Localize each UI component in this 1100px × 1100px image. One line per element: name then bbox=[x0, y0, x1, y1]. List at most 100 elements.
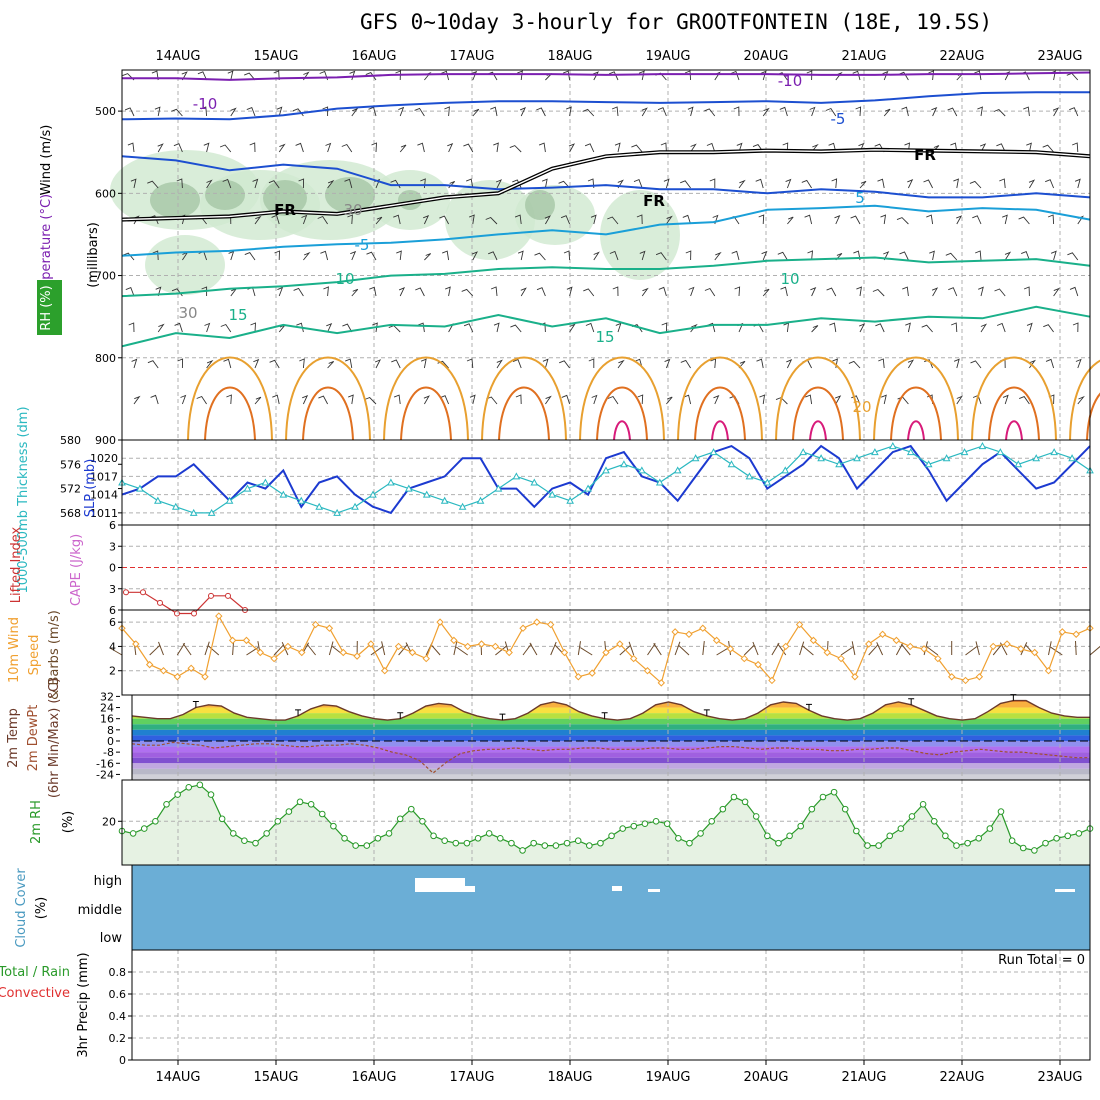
temperature-contour bbox=[121, 155, 1091, 199]
wind10m-point bbox=[353, 652, 361, 660]
thickness-point bbox=[1050, 448, 1058, 456]
lifted-index-point bbox=[157, 599, 163, 606]
wind-barb bbox=[928, 70, 935, 81]
wind-barb bbox=[147, 180, 159, 189]
y-tick-label: 800 bbox=[95, 352, 116, 365]
wind-barb bbox=[706, 142, 716, 153]
wind-barb bbox=[249, 142, 256, 153]
wind-barb bbox=[131, 358, 138, 369]
wind-barb bbox=[206, 179, 213, 189]
wind-barb bbox=[1069, 107, 1079, 117]
thickness-point bbox=[207, 508, 216, 516]
surface-wind-barb bbox=[232, 640, 235, 656]
rh2m-point bbox=[241, 837, 248, 845]
wind10m-point bbox=[464, 642, 472, 651]
rh2m-point bbox=[908, 813, 916, 820]
wind-barb bbox=[683, 394, 692, 405]
thickness-point bbox=[1032, 454, 1041, 462]
surface-wind-barb bbox=[398, 643, 408, 656]
surface-wind-barb bbox=[109, 647, 123, 656]
cape-axis-label: CAPE (J/kg) bbox=[69, 534, 84, 606]
wind-barb bbox=[342, 323, 353, 333]
wind-barb bbox=[278, 143, 286, 153]
temperature-axis-label: Temperature (°C) bbox=[39, 194, 54, 307]
wind-barb bbox=[130, 178, 137, 189]
surface-wind-barb bbox=[158, 641, 164, 656]
surface-wind-barb bbox=[328, 641, 334, 656]
surface-wind-barb bbox=[743, 644, 755, 656]
wind-barb bbox=[204, 322, 211, 333]
thickness-tick-label: 576 bbox=[60, 458, 81, 471]
thickness-point bbox=[458, 502, 467, 510]
wind-barb bbox=[227, 70, 234, 81]
wind-barb bbox=[514, 214, 522, 225]
contour-25 bbox=[302, 386, 354, 441]
surface-wind-barb bbox=[455, 646, 468, 656]
wind-barb bbox=[585, 322, 595, 333]
wind10m-point bbox=[865, 640, 873, 648]
wind-barb bbox=[1004, 251, 1012, 261]
cloud-gap bbox=[612, 886, 622, 891]
wind-axis-label: Wind (m/s) bbox=[39, 125, 54, 196]
wind-barb bbox=[1069, 286, 1079, 297]
wind-barb bbox=[274, 250, 280, 261]
wind10m-axis-label-3: & Barbs (m/s) bbox=[47, 610, 62, 700]
wind-barb bbox=[970, 360, 982, 369]
y-tick-label: 0.8 bbox=[109, 966, 127, 979]
wind-barb bbox=[347, 214, 353, 225]
wind-barb bbox=[366, 251, 377, 261]
contour-label: 10 bbox=[780, 270, 799, 288]
wind-barb bbox=[517, 250, 524, 261]
wind-barb bbox=[850, 215, 861, 225]
wind-barb bbox=[439, 215, 449, 225]
wind-barb bbox=[969, 180, 982, 189]
wind-barb bbox=[124, 107, 135, 117]
surface-wind-barb bbox=[992, 643, 1003, 656]
surface-wind-barb bbox=[577, 641, 581, 656]
wind-barb bbox=[996, 143, 1006, 153]
wind-barb bbox=[756, 358, 764, 369]
surface-wind-barb bbox=[628, 641, 635, 656]
wind-barb bbox=[157, 323, 165, 333]
wind-barb bbox=[519, 107, 527, 117]
thickness-point bbox=[799, 448, 808, 456]
precip-total-label: Total / Rain bbox=[0, 965, 70, 980]
wind-barb bbox=[196, 395, 207, 405]
y-tick-label: 6 bbox=[109, 604, 116, 617]
wind10m-point bbox=[934, 654, 942, 663]
rh2m-point bbox=[897, 825, 905, 832]
thickness-line bbox=[121, 445, 1091, 514]
rh2m-point bbox=[1031, 847, 1038, 854]
wind-barb bbox=[617, 359, 625, 369]
wind10m-point bbox=[643, 667, 652, 675]
lifted-index-point bbox=[140, 589, 146, 596]
temperature-band bbox=[132, 774, 1090, 780]
rh2m-point bbox=[363, 842, 371, 849]
rh-shade-core bbox=[150, 182, 200, 218]
contour-25 bbox=[400, 386, 452, 441]
rh2m-point bbox=[597, 839, 604, 847]
thickness-point bbox=[422, 490, 431, 498]
wind10m-point bbox=[588, 669, 596, 677]
wind-barb bbox=[398, 287, 406, 297]
wind-barb bbox=[1042, 144, 1054, 153]
rh2m-point bbox=[352, 842, 359, 849]
rh2m-point bbox=[508, 839, 515, 847]
wind-barb bbox=[295, 142, 304, 153]
wind-barb bbox=[277, 286, 284, 297]
wind-barb bbox=[345, 358, 353, 369]
wind-barb bbox=[655, 252, 667, 261]
rh2m-point bbox=[430, 832, 437, 840]
wind-barb bbox=[544, 215, 551, 225]
wind10m-point bbox=[1044, 667, 1053, 675]
wind-barb bbox=[374, 359, 382, 369]
x-tick-label-top: 16AUG bbox=[351, 49, 396, 64]
wind10m-point bbox=[132, 640, 140, 648]
wind-barb bbox=[534, 252, 546, 261]
wind-barb bbox=[755, 178, 764, 189]
wind-barb bbox=[364, 396, 377, 405]
wind-barb bbox=[303, 251, 311, 261]
wind-barb bbox=[1072, 142, 1079, 153]
wind-barb bbox=[680, 180, 691, 189]
wind10m-point bbox=[422, 654, 430, 663]
